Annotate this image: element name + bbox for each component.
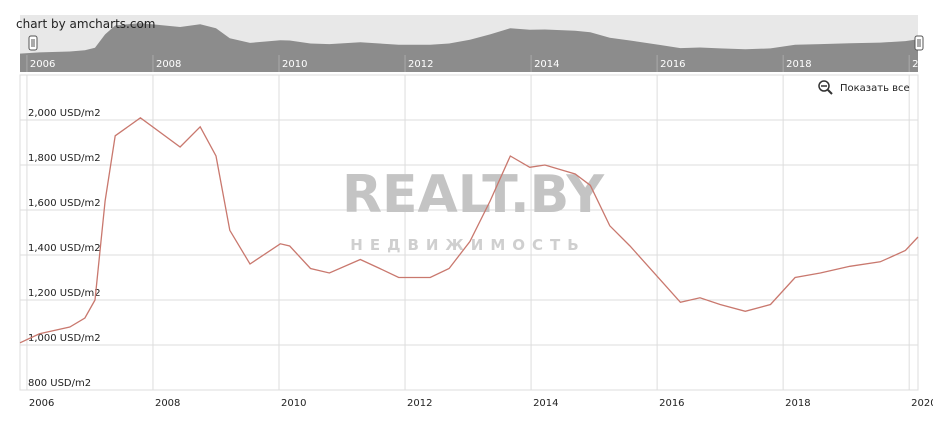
navigator: 2006 2008 2010 2012 2014 2016 2018 2020 xyxy=(20,23,933,73)
watermark-subtitle: НЕДВИЖИМОСТЬ xyxy=(350,236,585,254)
credit: chart by amcharts.com xyxy=(16,17,155,31)
y-tick-label: 1,600 USD/m2 xyxy=(28,198,101,209)
handle-body xyxy=(28,35,38,51)
watermark-title: REALT.BY xyxy=(342,165,605,225)
navigator-area xyxy=(20,23,918,73)
y-tick-label: 1,400 USD/m2 xyxy=(28,243,101,254)
y-tick-label: 1,800 USD/m2 xyxy=(28,153,101,164)
x-tick-label: 2006 xyxy=(29,398,54,409)
plot: 800 USD/m2 1,000 USD/m2 1,200 USD/m2 1,400 … xyxy=(19,108,933,409)
navigator-tick-label: 2016 xyxy=(660,59,685,70)
navigator-tick-label: 2008 xyxy=(156,59,181,70)
x-tick-label: 2016 xyxy=(659,398,684,409)
zoom-icon-handle xyxy=(827,89,833,95)
y-tick-label: 1,200 USD/m2 xyxy=(28,288,101,299)
zoom-icon xyxy=(818,80,830,92)
x-tick-label: 2012 xyxy=(407,398,432,409)
x-tick-label: 2014 xyxy=(533,398,558,409)
x-tick-label: 2020 xyxy=(911,398,933,409)
zoom-out-label: Показать все xyxy=(840,83,910,94)
y-tick-label: 1,000 USD/m2 xyxy=(28,333,101,344)
navigator-tick-label: 2010 xyxy=(282,59,307,70)
zoom-out-button[interactable]: Показать все xyxy=(818,80,910,95)
x-tick-label: 2008 xyxy=(155,398,180,409)
navigator-tick-label: 2006 xyxy=(30,59,55,70)
navigator-tick-label: 2018 xyxy=(786,59,811,70)
navigator-handle[interactable] xyxy=(914,35,924,51)
navigator-handle[interactable] xyxy=(28,35,38,51)
price-line xyxy=(19,116,919,344)
y-tick-label: 2,000 USD/m2 xyxy=(28,108,101,119)
x-tick-label: 2018 xyxy=(785,398,810,409)
x-tick-label: 2010 xyxy=(281,398,306,409)
navigator-tick-label: 2014 xyxy=(534,59,559,70)
navigator-tick-label: 2020 xyxy=(912,59,933,70)
handle-body xyxy=(914,35,924,51)
plot-area xyxy=(19,74,919,391)
grid xyxy=(20,75,918,391)
y-tick-label: 800 USD/m2 xyxy=(28,378,91,389)
navigator-tick-label: 2012 xyxy=(408,59,433,70)
